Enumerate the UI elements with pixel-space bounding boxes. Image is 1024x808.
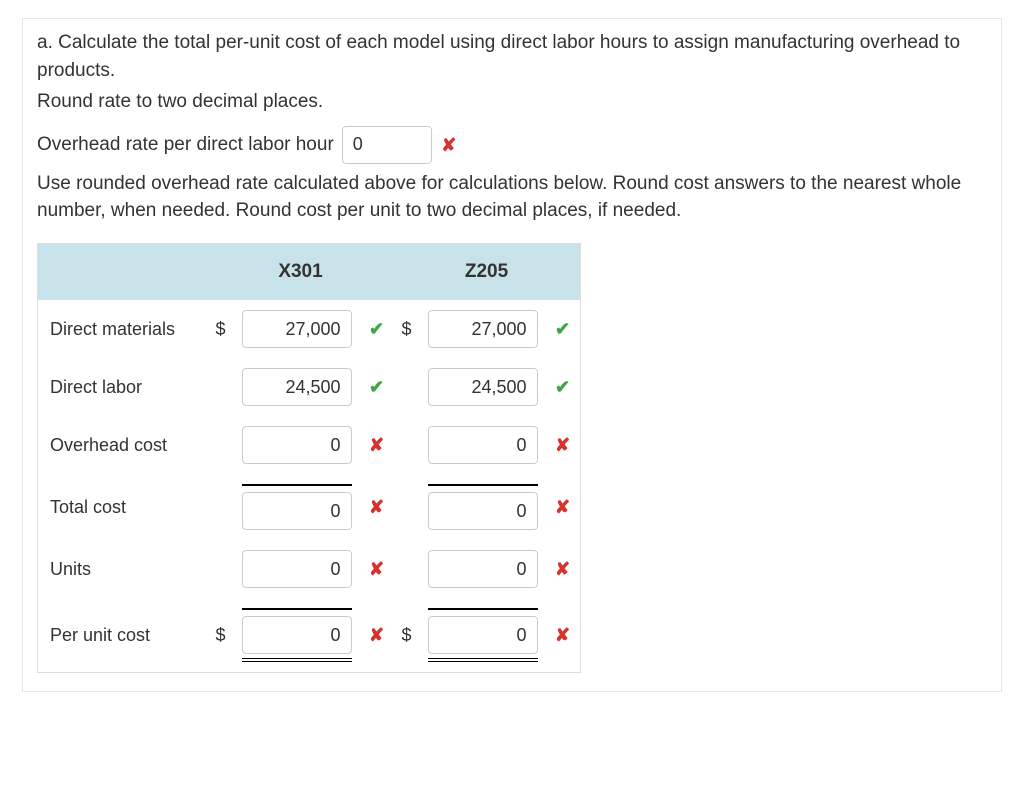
cross-icon: ✘ [368, 432, 386, 458]
currency-symbol [394, 416, 420, 474]
instruction-line-3: Use rounded overhead rate calculated abo… [37, 170, 987, 225]
table-row: Total cost ✘ ✘ [38, 474, 581, 540]
question-container: a. Calculate the total per-unit cost of … [22, 18, 1002, 692]
cross-icon: ✘ [554, 432, 572, 458]
currency-symbol [208, 416, 234, 474]
check-icon: ✔ [554, 316, 572, 342]
currency-symbol [208, 358, 234, 416]
cross-icon: ✘ [368, 622, 386, 648]
value-input[interactable] [242, 368, 352, 406]
table-row: Direct materials$✔$✔ [38, 300, 581, 359]
currency-symbol [394, 474, 420, 540]
cross-icon: ✘ [368, 494, 386, 520]
row-label: Direct materials [38, 300, 208, 359]
cost-table: X301 Z205 Direct materials$✔$✔Direct lab… [37, 243, 581, 674]
currency-symbol [208, 540, 234, 598]
currency-symbol [394, 358, 420, 416]
header-col-x301: X301 [208, 243, 394, 300]
currency-symbol: $ [394, 598, 420, 673]
value-input[interactable] [428, 426, 538, 464]
value-input[interactable] [428, 310, 538, 348]
currency-symbol [208, 474, 234, 540]
currency-symbol: $ [394, 300, 420, 359]
instructions-block: a. Calculate the total per-unit cost of … [37, 29, 987, 225]
table-row: Overhead cost ✘ ✘ [38, 416, 581, 474]
value-input[interactable] [428, 616, 538, 654]
check-icon: ✔ [554, 374, 572, 400]
value-input[interactable] [242, 492, 352, 530]
overhead-rate-input[interactable] [342, 126, 432, 164]
row-label: Units [38, 540, 208, 598]
table-row: Units ✘ ✘ [38, 540, 581, 598]
value-input[interactable] [242, 550, 352, 588]
currency-symbol [394, 540, 420, 598]
overhead-rate-line: Overhead rate per direct labor hour ✘ [37, 126, 987, 164]
header-blank [38, 243, 208, 300]
value-input[interactable] [428, 492, 538, 530]
value-input[interactable] [428, 368, 538, 406]
cross-icon: ✘ [440, 132, 458, 158]
table-header-row: X301 Z205 [38, 243, 581, 300]
row-label: Overhead cost [38, 416, 208, 474]
cross-icon: ✘ [368, 556, 386, 582]
overhead-rate-label: Overhead rate per direct labor hour [37, 131, 334, 159]
instruction-line-2: Round rate to two decimal places. [37, 88, 987, 116]
value-input[interactable] [242, 310, 352, 348]
row-label: Direct labor [38, 358, 208, 416]
check-icon: ✔ [368, 316, 386, 342]
value-input[interactable] [242, 616, 352, 654]
check-icon: ✔ [368, 374, 386, 400]
row-label: Per unit cost [38, 598, 208, 673]
row-label: Total cost [38, 474, 208, 540]
currency-symbol: $ [208, 598, 234, 673]
value-input[interactable] [428, 550, 538, 588]
header-col-z205: Z205 [394, 243, 581, 300]
table-row: Per unit cost$✘$✘ [38, 598, 581, 673]
cross-icon: ✘ [554, 494, 572, 520]
table-row: Direct labor ✔ ✔ [38, 358, 581, 416]
cross-icon: ✘ [554, 556, 572, 582]
currency-symbol: $ [208, 300, 234, 359]
cross-icon: ✘ [554, 622, 572, 648]
instruction-line-1: a. Calculate the total per-unit cost of … [37, 29, 987, 84]
value-input[interactable] [242, 426, 352, 464]
